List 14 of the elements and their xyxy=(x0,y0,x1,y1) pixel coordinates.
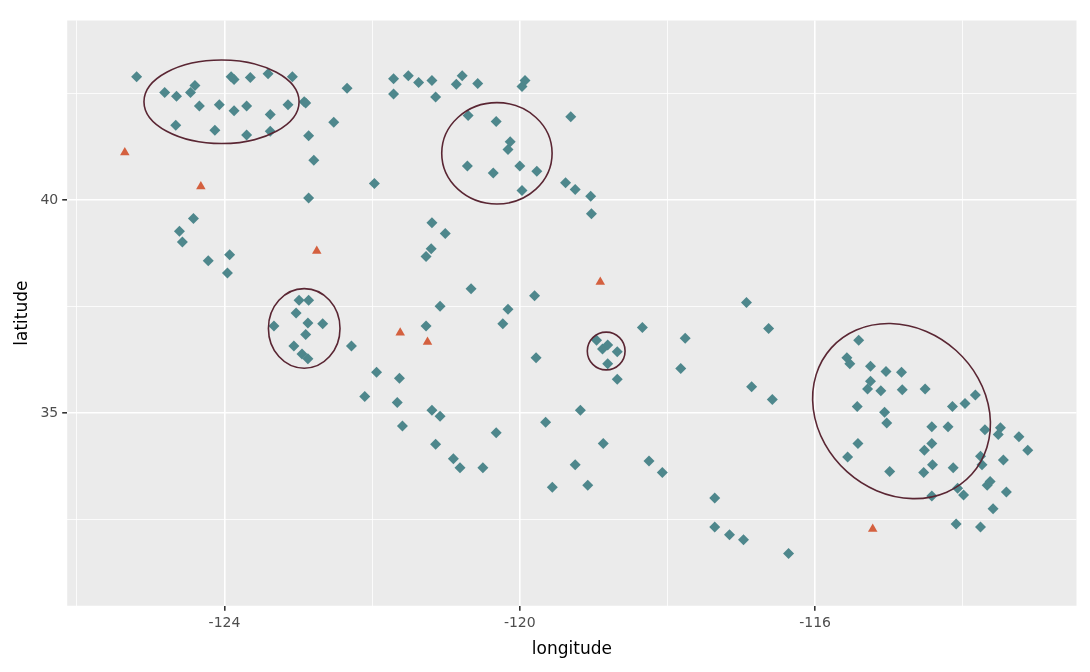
x-tick-label: -120 xyxy=(503,613,536,630)
point xyxy=(120,146,130,156)
point xyxy=(196,181,206,190)
y-tick-label: 35 xyxy=(40,403,59,420)
point xyxy=(395,327,405,336)
point xyxy=(595,276,606,285)
x-tick-label: -124 xyxy=(208,613,241,630)
x-axis-title: longitude xyxy=(531,638,612,659)
point xyxy=(312,245,322,254)
y-axis-title: latitude xyxy=(10,280,31,346)
x-tick-label: -116 xyxy=(799,613,832,630)
point xyxy=(867,523,878,532)
y-tick-label: 40 xyxy=(40,190,59,207)
point xyxy=(422,336,433,345)
